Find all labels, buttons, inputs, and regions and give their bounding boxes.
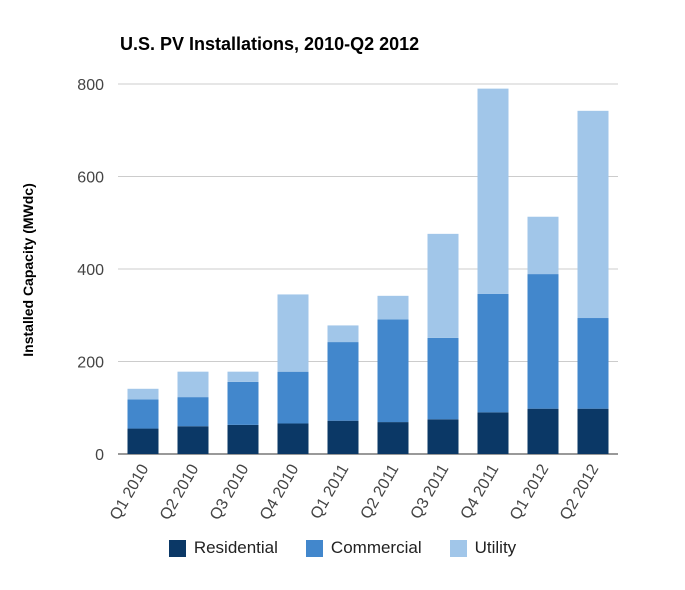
bar-commercial-2 xyxy=(177,397,209,427)
y-tick-label-600: 600 xyxy=(77,170,104,187)
y-tick-label-800: 800 xyxy=(77,77,104,94)
bar-commercial-7 xyxy=(427,337,459,420)
bar-residential-7 xyxy=(427,419,459,454)
x-tick-label-1: Q1 2010 xyxy=(107,461,152,523)
legend-label-utility: Utility xyxy=(474,538,517,557)
bar-utility-9 xyxy=(527,216,559,275)
y-tick-label-0: 0 xyxy=(95,447,104,464)
y-tick-label-400: 400 xyxy=(77,262,104,279)
bar-utility-5 xyxy=(327,325,359,343)
bar-utility-6 xyxy=(377,295,409,320)
x-tick-label-8: Q4 2011 xyxy=(458,461,503,522)
bar-utility-8 xyxy=(477,88,509,294)
legend-label-residential: Residential xyxy=(193,538,278,557)
legend-label-commercial: Commercial xyxy=(330,538,422,557)
bar-commercial-5 xyxy=(327,342,359,421)
y-tick-label-200: 200 xyxy=(77,355,104,372)
legend: Residential Commercial Utility xyxy=(0,538,685,558)
x-tick-label-5: Q1 2011 xyxy=(308,461,353,522)
bar-utility-1 xyxy=(127,388,159,400)
bar-utility-3 xyxy=(227,371,259,382)
bar-residential-5 xyxy=(327,420,359,454)
x-tick-label-9: Q1 2012 xyxy=(507,461,552,523)
bar-residential-10 xyxy=(577,408,609,454)
x-tick-label-4: Q4 2010 xyxy=(257,461,302,523)
chart-title: U.S. PV Installations, 2010-Q2 2012 xyxy=(120,34,420,54)
legend-item-commercial: Commercial xyxy=(305,538,422,558)
x-tick-label-7: Q3 2011 xyxy=(408,461,453,522)
x-tick-label-2: Q2 2010 xyxy=(157,461,202,523)
legend-item-utility: Utility xyxy=(449,538,517,558)
bar-commercial-6 xyxy=(377,319,409,423)
bar-utility-4 xyxy=(277,294,309,372)
bar-utility-2 xyxy=(177,371,209,398)
bar-utility-10 xyxy=(577,110,609,319)
bar-commercial-4 xyxy=(277,371,309,424)
legend-swatch-utility xyxy=(449,539,467,557)
bar-residential-8 xyxy=(477,412,509,454)
bar-residential-6 xyxy=(377,422,409,454)
bar-residential-3 xyxy=(227,424,259,454)
bar-commercial-10 xyxy=(577,318,609,409)
bar-commercial-9 xyxy=(527,274,559,409)
bar-commercial-3 xyxy=(227,381,259,425)
bar-utility-7 xyxy=(427,233,459,338)
x-tick-label-10: Q2 2012 xyxy=(557,461,602,523)
bar-residential-2 xyxy=(177,426,209,454)
bar-commercial-8 xyxy=(477,293,509,413)
x-tick-label-3: Q3 2010 xyxy=(207,461,252,523)
x-tick-label-6: Q2 2011 xyxy=(358,461,403,522)
legend-item-residential: Residential xyxy=(168,538,278,558)
bar-residential-9 xyxy=(527,408,559,454)
legend-swatch-commercial xyxy=(305,539,323,557)
bar-residential-1 xyxy=(127,428,159,454)
bar-commercial-1 xyxy=(127,399,159,429)
bar-residential-4 xyxy=(277,423,309,454)
legend-swatch-residential xyxy=(168,539,186,557)
